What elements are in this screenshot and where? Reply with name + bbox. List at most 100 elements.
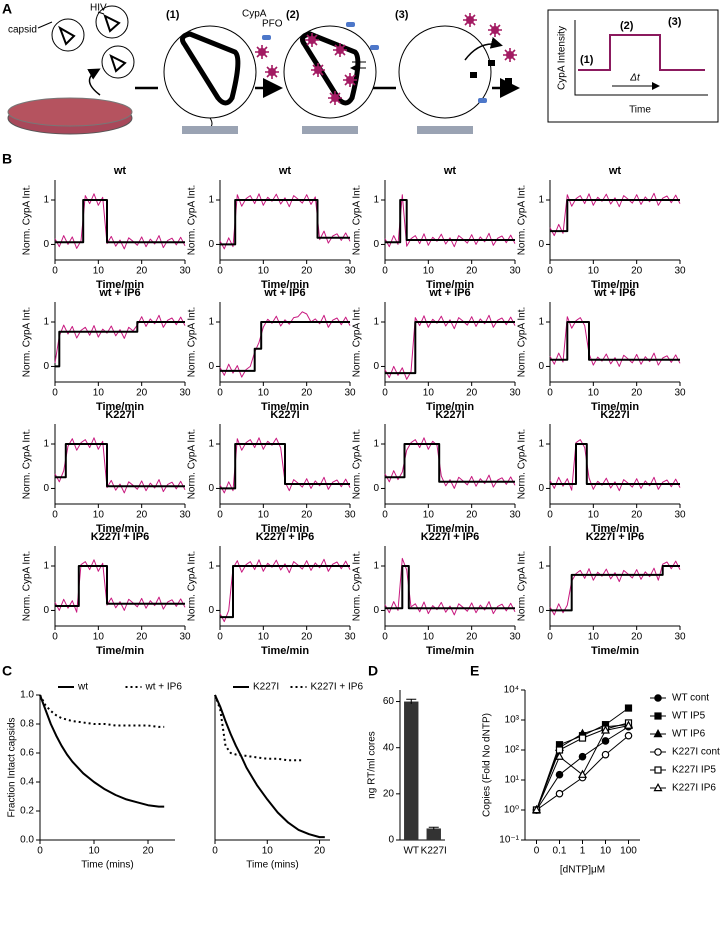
x-axis-label: Time/min	[261, 523, 309, 535]
series-line	[385, 565, 515, 610]
x-axis-label: Time/min	[426, 279, 474, 291]
x-tick-label: 10	[258, 266, 270, 277]
y-tick-label: 0	[208, 239, 214, 250]
chart-title: K227I + IP6	[91, 531, 149, 543]
y-tick-label: 1	[538, 561, 544, 572]
chart-title: wt	[278, 165, 292, 177]
cypa	[254, 44, 270, 60]
x-axis-label: Time (mins)	[81, 860, 133, 871]
y-axis-label: Norm. CypA Int.	[517, 429, 528, 500]
x-tick-label: 0	[52, 510, 58, 521]
y-tick-label: 1	[208, 439, 214, 450]
y-axis-label: Norm. CypA Int.	[187, 185, 198, 256]
y-tick-label: 1	[43, 317, 49, 328]
x-tick-label: 30	[344, 510, 356, 521]
series-line	[549, 316, 681, 367]
legend-label: K227I cont	[672, 747, 720, 758]
y-tick-label: 60	[383, 696, 395, 707]
chart-title: wt	[113, 165, 127, 177]
y-tick-label: 0.4	[20, 777, 34, 788]
y-axis-label: Norm. CypA Int.	[352, 307, 363, 378]
panel-a: capsid HIV (1) CypA PFO (2) (3) CypA Int…	[7, 3, 719, 135]
y-axis-label: Norm. CypA Int.	[187, 551, 198, 622]
series-line	[214, 694, 304, 762]
x-tick-label: 10	[93, 632, 105, 643]
y-tick-label: 0.6	[20, 748, 34, 759]
x-axis-label: Time/min	[96, 279, 144, 291]
fragment	[470, 72, 477, 78]
x-tick-label: 0.1	[553, 846, 567, 857]
x-axis-label: Time/min	[261, 645, 309, 657]
y-axis-label: Norm. CypA Int.	[352, 429, 363, 500]
series-line	[384, 194, 516, 248]
x-tick-label: 30	[509, 510, 521, 521]
y-axis-label: Norm. CypA Int.	[22, 185, 33, 256]
y-tick-label: 1	[538, 195, 544, 206]
label: capsid	[8, 25, 37, 36]
y-tick-label: 1	[373, 439, 379, 450]
y-tick-label: 0	[538, 361, 544, 372]
chart-title: wt + IP6	[263, 287, 305, 299]
y-tick-label: 0.8	[20, 719, 34, 730]
y-tick-label: 0	[373, 239, 379, 250]
legend-marker	[653, 782, 663, 792]
x-tick-label: 10	[600, 846, 612, 857]
series-line	[219, 558, 351, 623]
dish-top	[7, 97, 133, 127]
x-axis-label: Time/min	[96, 401, 144, 413]
data-point	[578, 734, 587, 742]
label: CypA	[242, 9, 267, 20]
y-tick-label: 10⁻¹	[499, 835, 519, 846]
series-line	[550, 199, 680, 233]
data-point	[555, 789, 564, 798]
y-tick-label: 1	[538, 317, 544, 328]
data-point	[601, 750, 610, 759]
x-tick-label: 10	[588, 510, 600, 521]
y-tick-label: 0	[43, 605, 49, 616]
y-tick-label: 0	[43, 239, 49, 250]
legend-label: wt	[77, 682, 88, 693]
x-tick-label: 10	[588, 388, 600, 399]
y-axis-label: Norm. CypA Int.	[517, 307, 528, 378]
y-tick-label: 0.2	[20, 806, 34, 817]
surface	[417, 126, 473, 134]
panel-letter: B	[2, 151, 12, 167]
x-tick-label: 20	[314, 846, 326, 857]
series-line	[549, 560, 681, 616]
data-point	[601, 737, 610, 745]
chart-title: wt + IP6	[98, 287, 140, 299]
series-line	[55, 321, 185, 368]
y-tick-label: 1	[208, 561, 214, 572]
x-axis-label: Time/min	[591, 523, 639, 535]
x-tick-label: 20	[631, 388, 643, 399]
cypa	[502, 47, 518, 63]
chart-title: K227I + IP6	[256, 531, 314, 543]
x-tick-label: 10	[423, 632, 435, 643]
pfo	[346, 22, 355, 27]
y-tick-label: 0	[43, 361, 49, 372]
chart-title: K227I	[435, 409, 464, 421]
label: HIV	[90, 3, 107, 14]
x-tick-label: 10	[93, 266, 105, 277]
y-axis-label: Norm. CypA Int.	[22, 307, 33, 378]
x-tick-label: 0	[382, 388, 388, 399]
inset-step: (3)	[668, 16, 682, 28]
x-tick-label: 0	[37, 846, 43, 857]
y-axis-label: Norm. CypA Int.	[187, 429, 198, 500]
x-tick-label: 10	[93, 388, 105, 399]
x-tick-label: 0	[52, 388, 58, 399]
x-tick-label: 30	[344, 388, 356, 399]
y-tick-label: 0	[208, 361, 214, 372]
x-tick-label: 10	[88, 846, 100, 857]
x-tick-label: 20	[142, 846, 154, 857]
x-tick-label: 10	[423, 388, 435, 399]
series-line	[220, 199, 350, 246]
y-axis-label: Norm. CypA Int.	[22, 551, 33, 622]
x-tick-label: 10	[258, 632, 270, 643]
series-line	[39, 694, 165, 728]
y-tick-label: 1	[43, 561, 49, 572]
y-tick-label: 1	[43, 195, 49, 206]
inset-x-label: Time	[629, 105, 651, 116]
y-axis-label: Fraction Intact capsids	[7, 717, 18, 817]
legend-marker	[654, 748, 662, 756]
